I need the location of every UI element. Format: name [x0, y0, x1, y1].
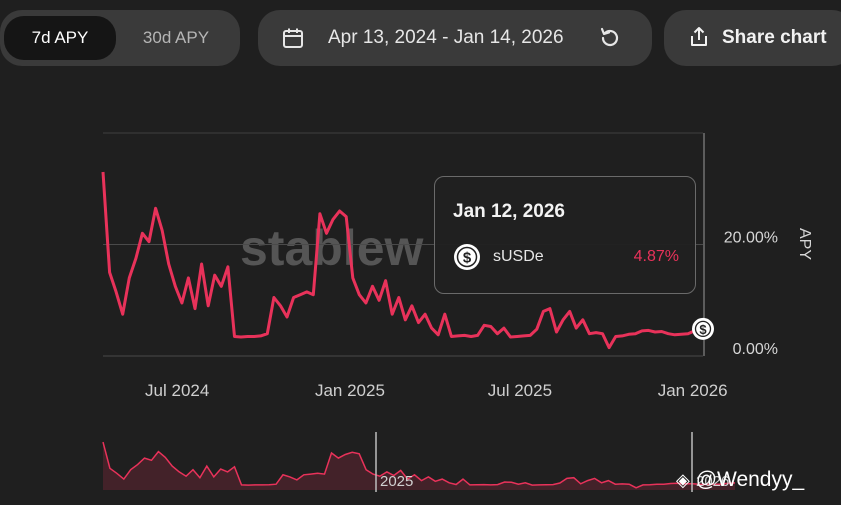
range-navigator[interactable]: 2025 2026 — [102, 432, 736, 492]
reset-icon[interactable] — [598, 26, 622, 50]
credit-handle: @Wendyy_ — [695, 468, 805, 491]
end-point-marker-ring — [694, 320, 712, 337]
apy-tabs: 7d APY 30d APY — [0, 10, 240, 66]
calendar-icon — [283, 28, 303, 48]
x-tick-label: Jan 2025 — [315, 381, 385, 400]
svg-text:$: $ — [463, 250, 472, 267]
tab-7d-apy[interactable]: 7d APY — [4, 16, 116, 60]
end-point-marker-symbol: $ — [699, 322, 707, 337]
navigator-label-right: 2026 — [696, 473, 729, 490]
date-range-picker[interactable]: Apr 13, 2024 - Jan 14, 2026 — [258, 10, 652, 66]
chart-lines: $ — [101, 171, 714, 350]
chart-tooltip: Jan 12, 2026 $ sUSDe 4.87% — [434, 176, 696, 294]
y-tick-label: 0.00% — [733, 341, 778, 358]
tooltip-asset: sUSDe — [493, 248, 544, 265]
x-tick-label: Jul 2024 — [145, 381, 209, 400]
tooltip-value: 4.87% — [633, 248, 679, 265]
y-axis-label: APY — [796, 228, 813, 260]
y-tick-label: 20.00% — [724, 230, 778, 247]
tooltip-date: Jan 12, 2026 — [453, 201, 565, 222]
x-tick-label: Jan 2026 — [658, 381, 728, 400]
series-line-susde — [101, 171, 704, 350]
axis-labels: 0.00% 20.00% APY Jul 2024 Jan 2025 Jul 2025 Ja… — [145, 228, 813, 400]
credit-watermark: ◈ @Wendyy_ — [676, 468, 804, 492]
x-tick-label: Jul 2025 — [488, 381, 552, 400]
diamond-logo-icon: ◈ — [676, 470, 690, 490]
watermark: stablew — [240, 220, 424, 276]
date-range-label: Apr 13, 2024 - Jan 14, 2026 — [328, 27, 564, 48]
share-chart-button[interactable]: Share chart — [664, 10, 841, 66]
share-chart-label: Share chart — [722, 27, 827, 48]
navigator-label-left: 2025 — [380, 473, 413, 490]
navigator-area — [103, 442, 735, 490]
usde-coin-icon: $ — [454, 244, 480, 270]
navigator-line — [102, 441, 736, 489]
tab-30d-apy[interactable]: 30d APY — [142, 28, 210, 47]
share-icon — [691, 27, 707, 46]
